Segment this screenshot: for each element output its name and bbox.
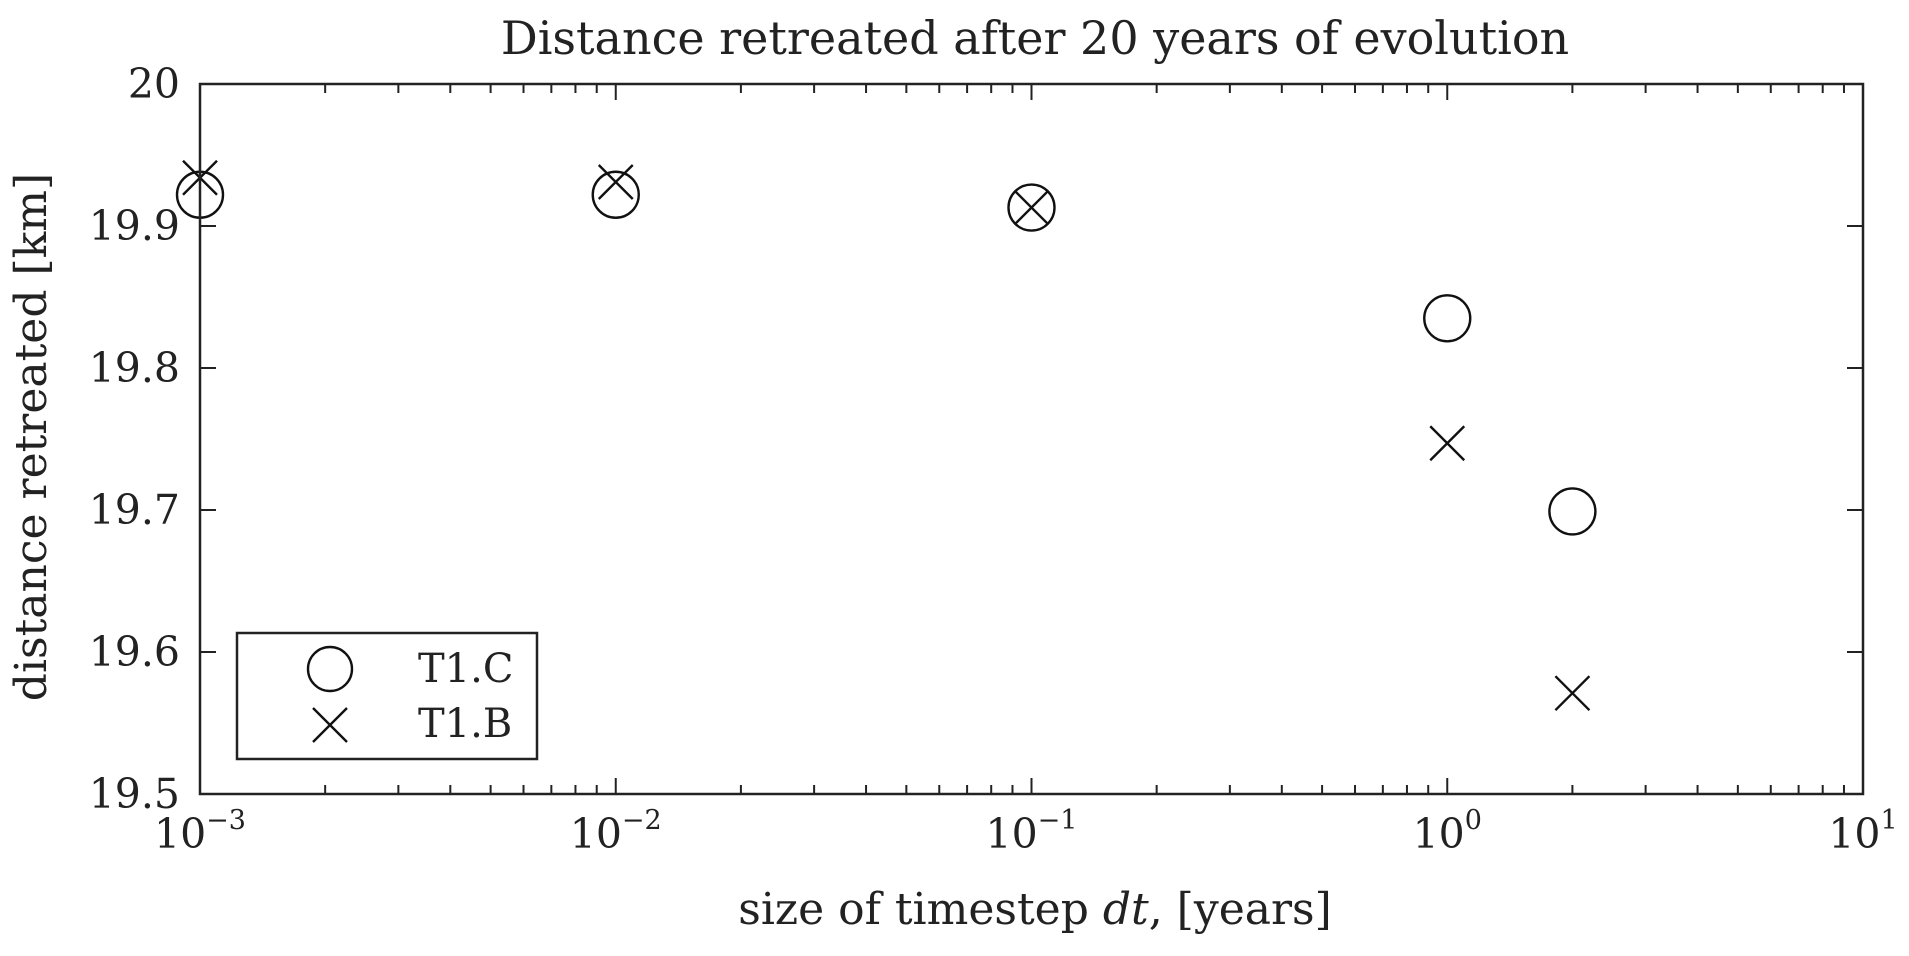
chart-title: Distance retreated after 20 years of evo…: [501, 11, 1569, 65]
data-point-t1b: [1013, 189, 1050, 226]
legend-x-marker: [312, 707, 348, 743]
x-tick-label-exponent: −1: [1038, 805, 1078, 836]
data-point-t1c: [591, 170, 640, 219]
legend-label-t1c: T1.C: [418, 646, 513, 692]
data-point-t1c: [1423, 294, 1472, 343]
x-tick-label-base: 10: [1413, 810, 1465, 858]
y-tick-label: 19.7: [89, 486, 180, 534]
data-point-t1b: [1429, 425, 1466, 462]
data-markers: [175, 159, 1597, 712]
x-tick-label-base: 10: [154, 810, 206, 858]
x-tick-label: 10−3: [154, 805, 246, 858]
x-tick-label: 101: [1828, 805, 1897, 858]
y-tick-label: 19.9: [89, 202, 180, 250]
x-axis-label-italic: dt: [1103, 884, 1149, 935]
legend: T1.C T1.B: [235, 631, 539, 761]
x-axis-label-suffix: , [years]: [1149, 884, 1332, 935]
x-tick-label: 10−2: [570, 805, 662, 858]
legend-circle-marker: [306, 645, 354, 693]
x-axis-label: size of timestep dt, [years]: [738, 884, 1332, 935]
x-tick-label: 10−1: [986, 805, 1078, 858]
legend-box: [235, 631, 539, 761]
data-point-t1b: [597, 164, 634, 200]
y-tick-label: 19.8: [89, 344, 180, 392]
data-point-t1c: [1548, 487, 1597, 536]
x-tick-label-exponent: −3: [206, 805, 246, 836]
x-tick-label-base: 10: [1828, 810, 1880, 858]
data-point-t1c: [1007, 183, 1056, 232]
x-axis-label-prefix: size of timestep: [738, 884, 1103, 935]
y-axis-label: distance retreated [km]: [6, 173, 57, 701]
y-tick-label: 19.6: [89, 628, 180, 676]
data-point-t1b: [1554, 675, 1591, 712]
x-tick-label-base: 10: [570, 810, 622, 858]
legend-label-t1b: T1.B: [418, 701, 512, 747]
x-tick-label: 100: [1413, 805, 1482, 858]
x-tick-label-exponent: 0: [1465, 805, 1482, 836]
y-tick-label: 20: [128, 60, 180, 108]
y-tick-label: 19.5: [89, 770, 180, 818]
plot-area-frame: [198, 82, 1865, 796]
x-tick-label-base: 10: [986, 810, 1038, 858]
x-tick-label-exponent: −2: [622, 805, 662, 836]
x-tick-label-exponent: 1: [1880, 805, 1897, 836]
